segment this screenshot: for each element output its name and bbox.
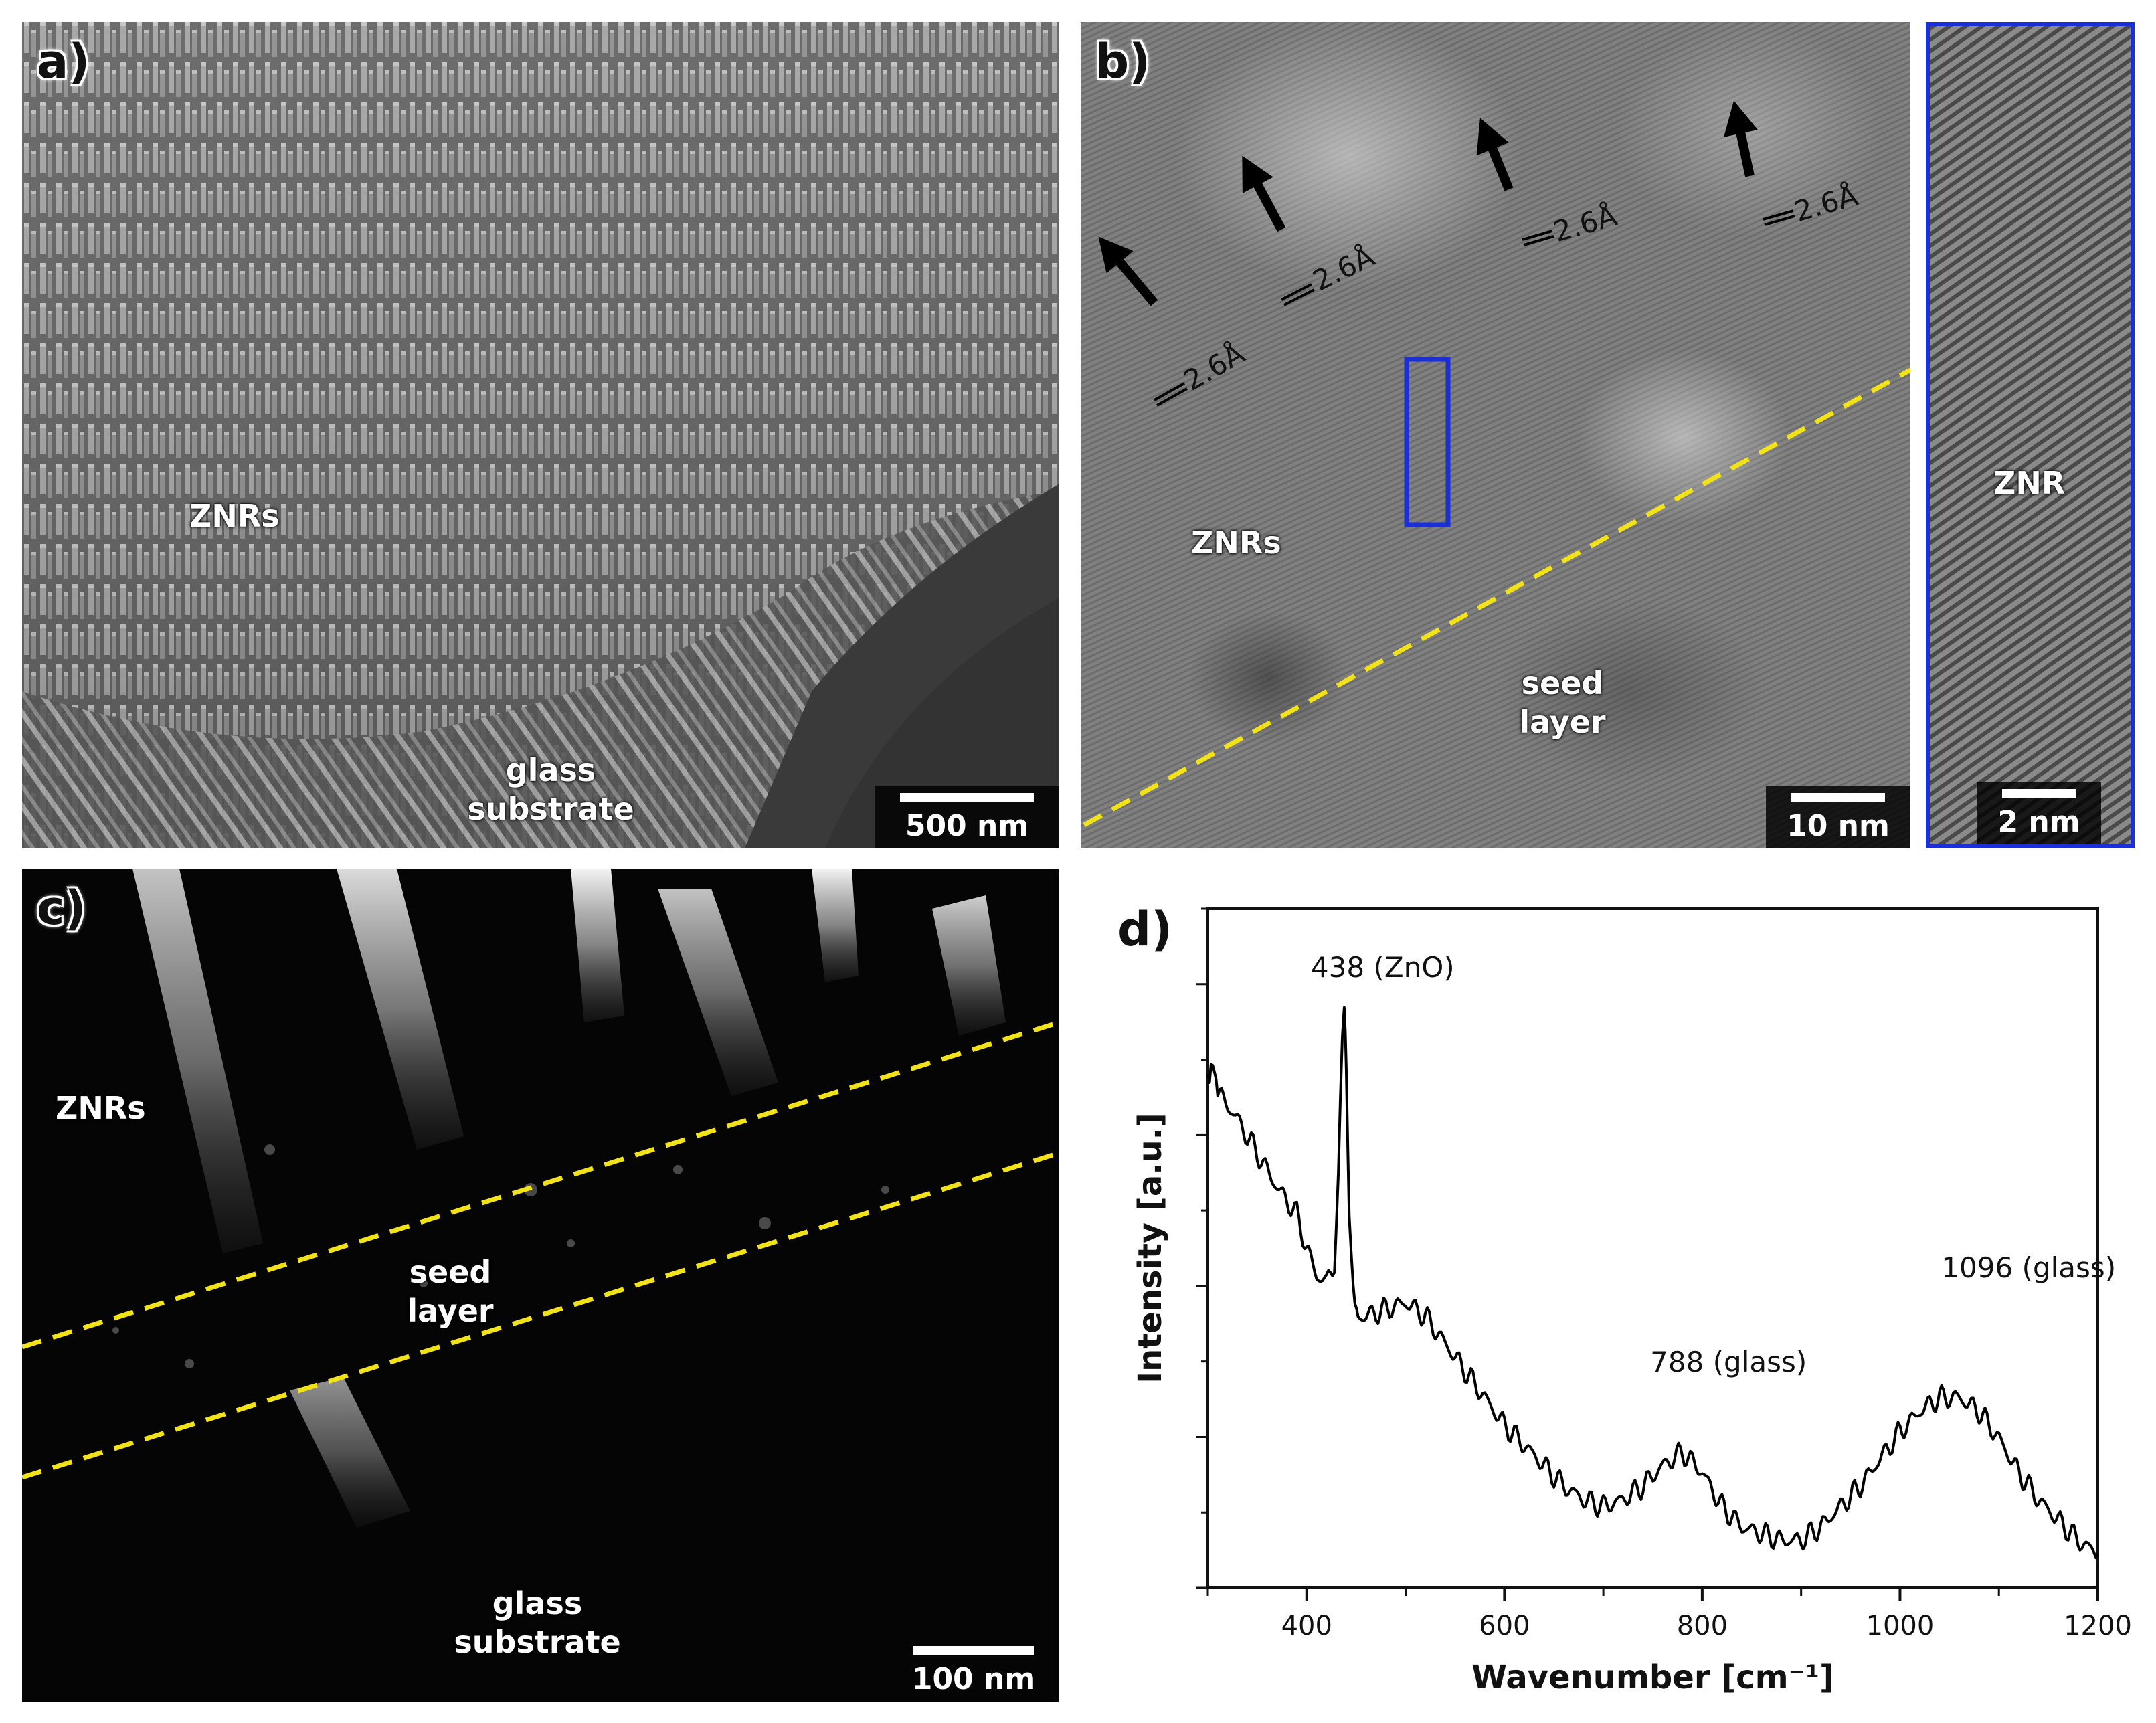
label-seed-layer: seed layer xyxy=(1489,664,1636,741)
scale-bar-text: 500 nm xyxy=(905,809,1029,843)
peak-annotation: 438 (ZnO) xyxy=(1311,951,1455,984)
x-tick-label: 1200 xyxy=(2064,1611,2132,1641)
scale-bar-10nm: 10 nm xyxy=(1766,786,1910,848)
label-znrs-text: ZNRs xyxy=(189,498,280,534)
x-tick-label: 600 xyxy=(1479,1611,1530,1641)
label-znrs: ZNRs xyxy=(56,1089,146,1128)
growth-arrows xyxy=(1098,100,1758,306)
panel-c-darkfield-image: c) ZNRs seed layer glass substrate 100 n… xyxy=(22,869,1059,1702)
panel-d-raman-chart: d) 400 600 800 1000 1200 Wavenumber [cm⁻¹] Int… xyxy=(1081,869,2145,1712)
scale-bar-line xyxy=(2002,789,2076,798)
label-glass-substrate: glass substrate xyxy=(437,1584,638,1661)
darkfield-rods xyxy=(22,869,1059,1528)
label-seed-layer: seed layer xyxy=(377,1253,524,1330)
x-tick-label: 800 xyxy=(1677,1611,1728,1641)
scale-bar-500nm: 500 nm xyxy=(875,786,1059,848)
panel-label-d: d) xyxy=(1117,902,1173,957)
scale-bar-100nm: 100 nm xyxy=(888,1639,1059,1702)
label-znr-text: ZNR xyxy=(1993,465,2066,501)
panel-label-b: b) xyxy=(1095,34,1151,89)
inset-lattice-fringes xyxy=(1930,26,2131,844)
panel-label-a: a) xyxy=(37,34,90,89)
x-axis-label: Wavenumber [cm⁻¹] xyxy=(1471,1659,1834,1696)
label-line: substrate xyxy=(454,1623,621,1660)
label-znr: ZNR xyxy=(1993,464,2065,503)
sem-nanorod-texture xyxy=(22,22,1059,848)
panel-b-inset: ZNR 2 nm xyxy=(1926,22,2135,848)
label-znrs: ZNRs xyxy=(189,497,280,536)
label-line: layer xyxy=(407,1292,494,1329)
label-line: seed xyxy=(409,1254,492,1290)
x-tick-label: 400 xyxy=(1281,1611,1332,1641)
scale-bar-text: 10 nm xyxy=(1787,809,1890,843)
label-znrs-text: ZNRs xyxy=(56,1090,146,1126)
chart-root: 400 600 800 1000 1200 Wavenumber [cm⁻¹] Intens… xyxy=(1132,907,2132,1696)
label-znrs-text: ZNRs xyxy=(1191,525,1281,561)
scale-bar-text: 100 nm xyxy=(911,1662,1036,1696)
scale-bar-line xyxy=(913,1646,1034,1655)
label-line: substrate xyxy=(467,790,634,827)
scale-bar-text: 2 nm xyxy=(1997,805,2080,839)
spacing-marks xyxy=(1154,209,1795,407)
label-line: seed xyxy=(1521,665,1604,701)
selection-box xyxy=(1404,357,1451,527)
label-znrs: ZNRs xyxy=(1191,524,1281,563)
scale-bar-line xyxy=(1791,793,1885,802)
plot-frame xyxy=(1206,907,2099,1589)
scale-bar-line xyxy=(900,793,1034,802)
seed-layer-lower-boundary xyxy=(22,1150,1059,1480)
panel-label-c: c) xyxy=(37,881,86,935)
peak-annotation: 788 (glass) xyxy=(1650,1346,1807,1378)
label-line: glass xyxy=(505,752,596,788)
x-tick-label: 1000 xyxy=(1866,1611,1935,1641)
spectrum-line xyxy=(1206,1006,2099,1560)
label-line: layer xyxy=(1519,703,1606,740)
label-line: glass xyxy=(492,1585,583,1621)
label-glass-substrate: glass substrate xyxy=(450,751,651,828)
scale-bar-2nm: 2 nm xyxy=(1977,782,2101,844)
grain-boundary-line xyxy=(1083,367,1910,828)
raman-spectrum-svg: 400 600 800 1000 1200 Wavenumber [cm⁻¹] Intens… xyxy=(1132,907,2132,1696)
hrtem-lattice-texture xyxy=(1081,22,1910,848)
peak-annotation: 1096 (glass) xyxy=(1941,1251,2116,1284)
y-axis-label: Intensity [a.u.] xyxy=(1132,1113,1169,1384)
panel-b-hrtem-image: b) 2.6Å 2.6Å 2.6Å 2.6Å ZNRs seed layer 1… xyxy=(1081,22,1910,848)
seed-layer-upper-boundary xyxy=(22,1020,1059,1350)
panel-a-sem-image: a) ZNRs glass substrate 500 nm xyxy=(22,22,1059,848)
